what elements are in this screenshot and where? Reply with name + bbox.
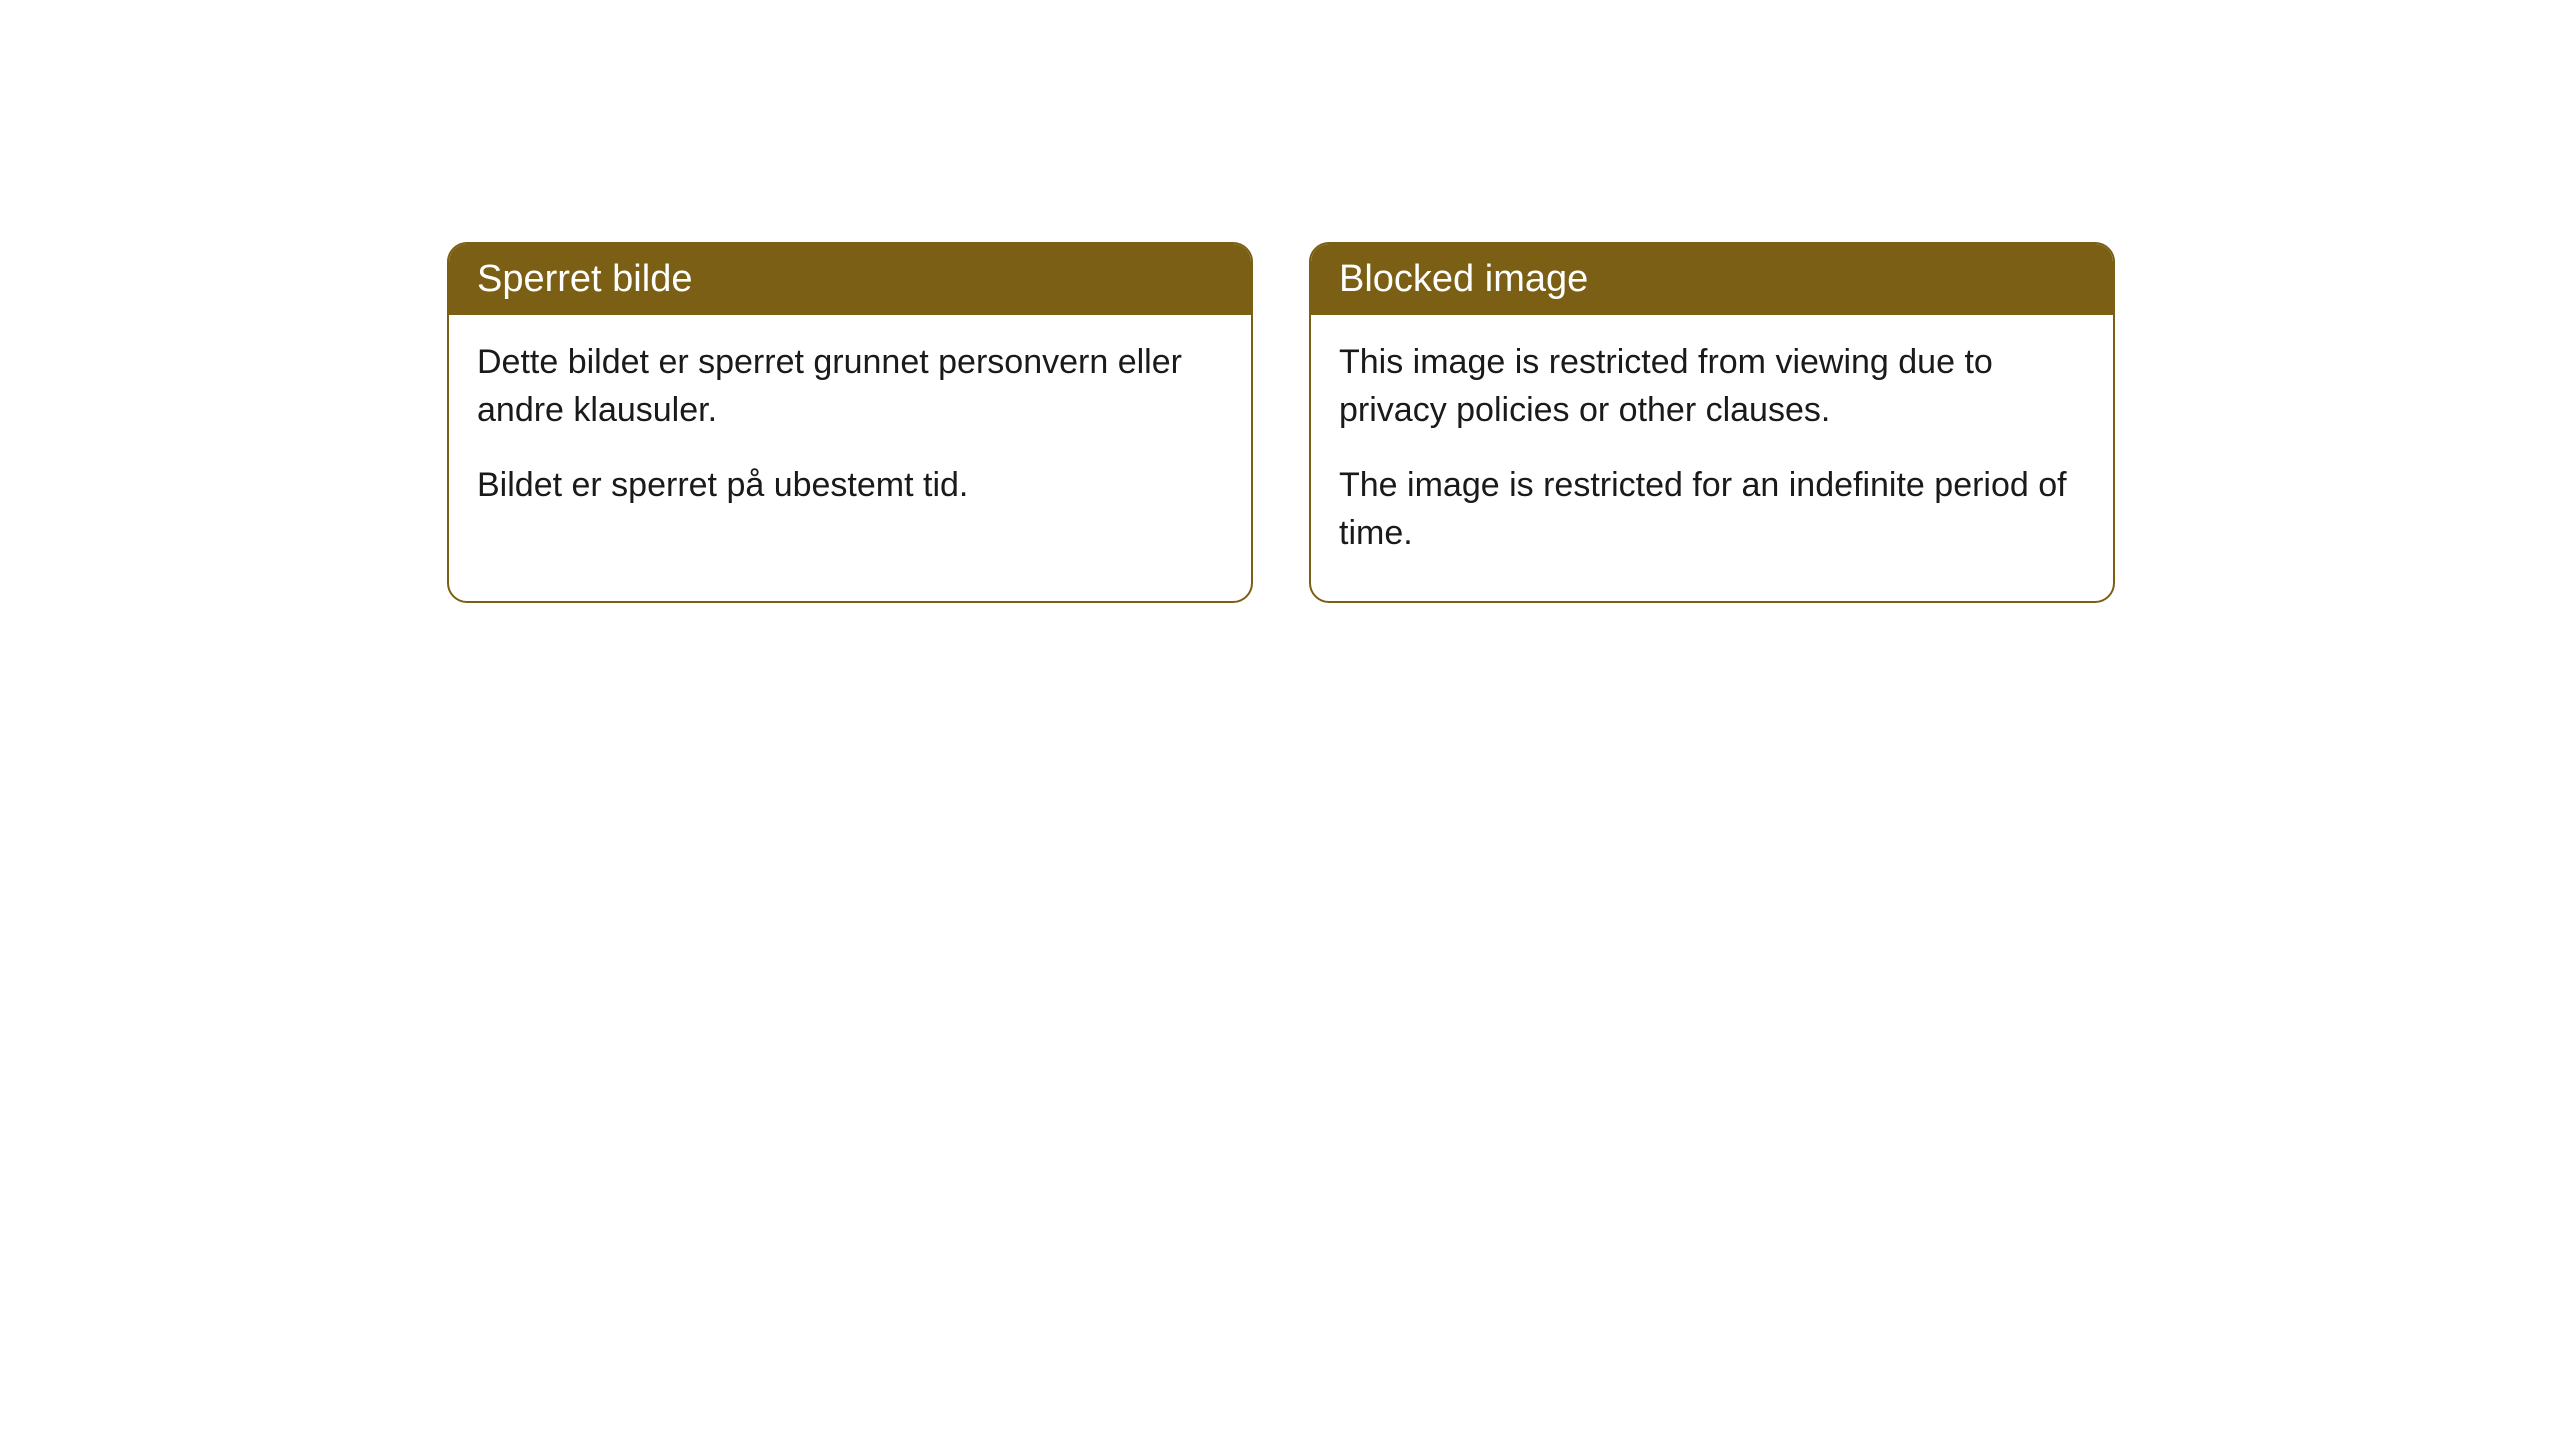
card-body-no: Dette bildet er sperret grunnet personve…: [449, 315, 1251, 554]
card-paragraph-2-en: The image is restricted for an indefinit…: [1339, 462, 2085, 557]
blocked-image-card-en: Blocked image This image is restricted f…: [1309, 242, 2115, 603]
card-paragraph-1-en: This image is restricted from viewing du…: [1339, 339, 2085, 434]
card-paragraph-1-no: Dette bildet er sperret grunnet personve…: [477, 339, 1223, 434]
card-title-no: Sperret bilde: [477, 258, 692, 300]
blocked-image-card-no: Sperret bilde Dette bildet er sperret gr…: [447, 242, 1253, 603]
card-title-en: Blocked image: [1339, 258, 1588, 300]
card-header-en: Blocked image: [1311, 244, 2113, 315]
notification-cards-container: Sperret bilde Dette bildet er sperret gr…: [447, 242, 2115, 603]
card-body-en: This image is restricted from viewing du…: [1311, 315, 2113, 601]
card-header-no: Sperret bilde: [449, 244, 1251, 315]
card-paragraph-2-no: Bildet er sperret på ubestemt tid.: [477, 462, 1223, 510]
